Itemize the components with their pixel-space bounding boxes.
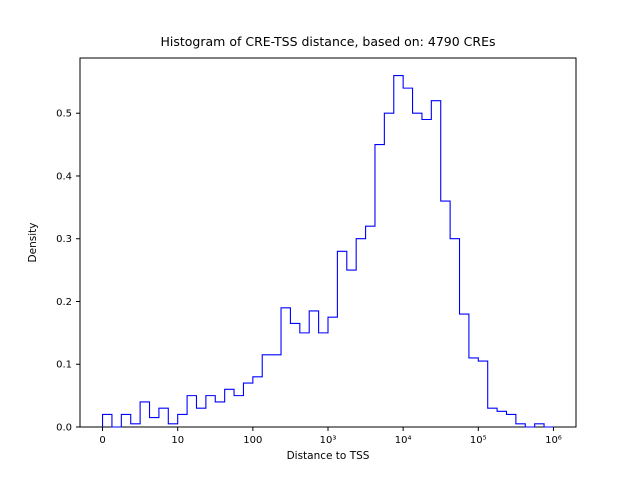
x-tick-label: 10 — [171, 435, 184, 446]
y-tick-label: 0.1 — [56, 360, 72, 371]
y-tick-label: 0.5 — [56, 109, 72, 120]
x-axis-label: Distance to TSS — [287, 450, 370, 462]
x-tick-label: 0 — [99, 435, 105, 446]
x-axis-ticks: 0 10 100 10³ 10⁴ 10⁵ 10⁶ — [99, 427, 562, 446]
y-axis-ticks: 0.0 0.1 0.2 0.3 0.4 0.5 — [56, 109, 80, 434]
x-tick-label: 10⁶ — [545, 435, 562, 446]
plot-area-border — [79, 57, 577, 428]
y-tick-label: 0.3 — [56, 234, 72, 245]
x-tick-label: 100 — [243, 435, 262, 446]
x-tick-label: 10⁴ — [395, 435, 412, 446]
chart-title: Histogram of CRE-TSS distance, based on:… — [161, 34, 496, 49]
y-tick-label: 0.0 — [56, 423, 72, 434]
y-tick-label: 0.4 — [56, 171, 72, 182]
x-tick-label: 10⁵ — [470, 435, 487, 446]
x-tick-label: 10³ — [320, 435, 337, 446]
y-axis-label: Density — [27, 223, 39, 263]
y-tick-label: 0.2 — [56, 297, 72, 308]
histogram-step-line — [102, 75, 554, 428]
